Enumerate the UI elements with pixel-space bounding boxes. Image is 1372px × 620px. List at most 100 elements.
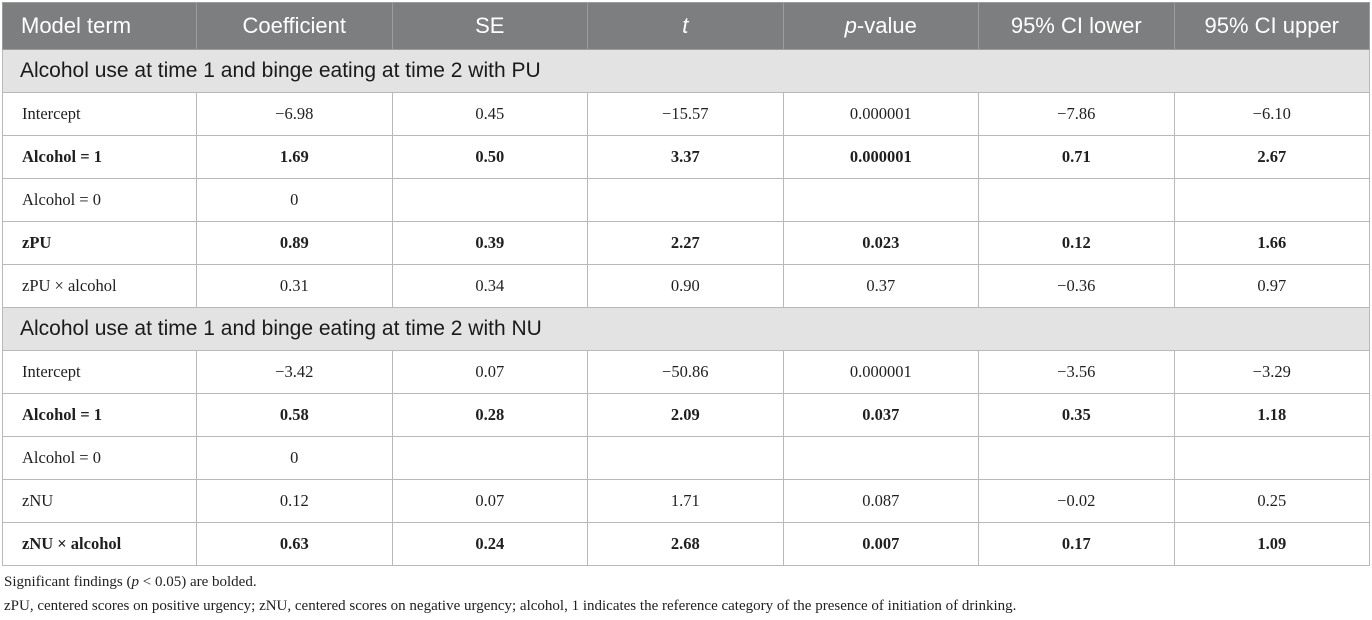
row-coefficient: 0 bbox=[196, 178, 393, 222]
footnote-significance-pre: Significant findings ( bbox=[4, 574, 132, 590]
row-se bbox=[391, 178, 588, 222]
row-p-value: 0.000001 bbox=[782, 350, 979, 394]
row-ci-lower: −0.02 bbox=[978, 479, 1175, 523]
row-ci-lower bbox=[978, 436, 1175, 480]
table-row: zNU 0.12 0.07 1.71 0.087 −0.02 0.25 bbox=[2, 479, 1370, 523]
header-ci-upper: 95% CI upper bbox=[1173, 2, 1370, 50]
row-ci-upper bbox=[1173, 436, 1370, 480]
section-title-pu: Alcohol use at time 1 and binge eating a… bbox=[2, 49, 1370, 93]
row-ci-upper: −3.29 bbox=[1173, 350, 1370, 394]
header-model-term: Model term bbox=[2, 2, 197, 50]
table-footnotes: Significant findings (p < 0.05) are bold… bbox=[4, 570, 1016, 618]
table-row: Alcohol = 1 1.69 0.50 3.37 0.000001 0.71… bbox=[2, 135, 1370, 179]
row-ci-upper: 0.25 bbox=[1173, 479, 1370, 523]
row-ci-lower bbox=[978, 178, 1175, 222]
row-term: zPU bbox=[2, 221, 197, 265]
table-row: Alcohol = 0 0 bbox=[2, 178, 1370, 222]
row-ci-lower: −0.36 bbox=[978, 264, 1175, 308]
table-row: zPU × alcohol 0.31 0.34 0.90 0.37 −0.36 … bbox=[2, 264, 1370, 308]
row-coefficient: 0.63 bbox=[196, 522, 393, 566]
header-p-rest: -value bbox=[856, 13, 917, 38]
row-ci-lower: 0.17 bbox=[978, 522, 1175, 566]
row-ci-upper: 0.97 bbox=[1173, 264, 1370, 308]
header-coefficient: Coefficient bbox=[196, 2, 393, 50]
row-t: 3.37 bbox=[587, 135, 784, 179]
row-p-value: 0.000001 bbox=[782, 135, 979, 179]
row-ci-upper: 1.66 bbox=[1173, 221, 1370, 265]
row-p-value: 0.007 bbox=[782, 522, 979, 566]
row-se: 0.50 bbox=[391, 135, 588, 179]
row-se bbox=[391, 436, 588, 480]
header-ci-lower: 95% CI lower bbox=[978, 2, 1175, 50]
row-t bbox=[587, 178, 784, 222]
row-se: 0.39 bbox=[391, 221, 588, 265]
row-se: 0.24 bbox=[391, 522, 588, 566]
row-term: zPU × alcohol bbox=[2, 264, 197, 308]
row-se: 0.07 bbox=[391, 479, 588, 523]
row-p-value: 0.087 bbox=[782, 479, 979, 523]
row-se: 0.07 bbox=[391, 350, 588, 394]
row-p-value: 0.37 bbox=[782, 264, 979, 308]
row-t: 1.71 bbox=[587, 479, 784, 523]
row-coefficient: −3.42 bbox=[196, 350, 393, 394]
row-se: 0.34 bbox=[391, 264, 588, 308]
row-p-value bbox=[782, 436, 979, 480]
row-coefficient: 0.31 bbox=[196, 264, 393, 308]
row-se: 0.45 bbox=[391, 92, 588, 136]
table-row: Intercept −6.98 0.45 −15.57 0.000001 −7.… bbox=[2, 92, 1370, 136]
footnote-abbreviations: zPU, centered scores on positive urgency… bbox=[4, 598, 1017, 614]
table-row: Alcohol = 0 0 bbox=[2, 436, 1370, 480]
row-coefficient: 0 bbox=[196, 436, 393, 480]
row-t: 2.09 bbox=[587, 393, 784, 437]
row-coefficient: −6.98 bbox=[196, 92, 393, 136]
row-ci-lower: 0.71 bbox=[978, 135, 1175, 179]
row-se: 0.28 bbox=[391, 393, 588, 437]
section-row-pu: Alcohol use at time 1 and binge eating a… bbox=[2, 49, 1370, 93]
row-term: Alcohol = 1 bbox=[2, 393, 197, 437]
row-ci-upper: 1.18 bbox=[1173, 393, 1370, 437]
header-se: SE bbox=[391, 2, 588, 50]
footnote-significance: Significant findings (p < 0.05) are bold… bbox=[4, 570, 1016, 594]
table-row: zPU 0.89 0.39 2.27 0.023 0.12 1.66 bbox=[2, 221, 1370, 265]
table-row: Alcohol = 1 0.58 0.28 2.09 0.037 0.35 1.… bbox=[2, 393, 1370, 437]
row-ci-upper: 1.09 bbox=[1173, 522, 1370, 566]
row-coefficient: 0.89 bbox=[196, 221, 393, 265]
row-term: Intercept bbox=[2, 350, 197, 394]
row-term: zNU × alcohol bbox=[2, 522, 197, 566]
row-ci-upper bbox=[1173, 178, 1370, 222]
regression-table: Model term Coefficient SE t p-value 95% … bbox=[2, 2, 1370, 566]
row-p-value: 0.000001 bbox=[782, 92, 979, 136]
row-t: 2.27 bbox=[587, 221, 784, 265]
header-p-value: p-value bbox=[782, 2, 979, 50]
footnote-significance-p: p bbox=[131, 574, 140, 590]
row-term: zNU bbox=[2, 479, 197, 523]
row-term: Alcohol = 1 bbox=[2, 135, 197, 179]
row-term: Intercept bbox=[2, 92, 197, 136]
row-t: 0.90 bbox=[587, 264, 784, 308]
row-t: −15.57 bbox=[587, 92, 784, 136]
row-t: −50.86 bbox=[587, 350, 784, 394]
row-p-value: 0.023 bbox=[782, 221, 979, 265]
header-t: t bbox=[587, 2, 784, 50]
row-p-value bbox=[782, 178, 979, 222]
row-ci-upper: −6.10 bbox=[1173, 92, 1370, 136]
row-coefficient: 0.58 bbox=[196, 393, 393, 437]
row-ci-lower: −7.86 bbox=[978, 92, 1175, 136]
row-t: 2.68 bbox=[587, 522, 784, 566]
row-coefficient: 0.12 bbox=[196, 479, 393, 523]
row-ci-upper: 2.67 bbox=[1173, 135, 1370, 179]
footnote-significance-post: < 0.05) are bolded. bbox=[139, 574, 257, 590]
table-row: Intercept −3.42 0.07 −50.86 0.000001 −3.… bbox=[2, 350, 1370, 394]
row-t bbox=[587, 436, 784, 480]
row-ci-lower: 0.12 bbox=[978, 221, 1175, 265]
row-term: Alcohol = 0 bbox=[2, 178, 197, 222]
row-coefficient: 1.69 bbox=[196, 135, 393, 179]
header-p-italic: p bbox=[844, 13, 857, 38]
table-header: Model term Coefficient SE t p-value 95% … bbox=[2, 2, 1370, 50]
section-title-nu: Alcohol use at time 1 and binge eating a… bbox=[2, 307, 1370, 351]
row-term: Alcohol = 0 bbox=[2, 436, 197, 480]
row-ci-lower: 0.35 bbox=[978, 393, 1175, 437]
row-p-value: 0.037 bbox=[782, 393, 979, 437]
section-row-nu: Alcohol use at time 1 and binge eating a… bbox=[2, 307, 1370, 351]
table-row: zNU × alcohol 0.63 0.24 2.68 0.007 0.17 … bbox=[2, 522, 1370, 566]
